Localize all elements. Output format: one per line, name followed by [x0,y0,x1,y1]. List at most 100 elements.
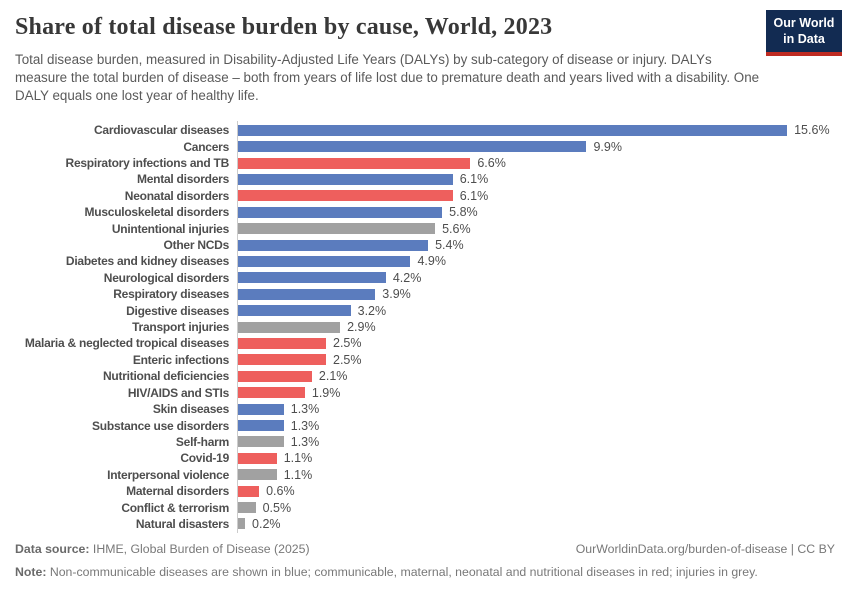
bar[interactable] [238,272,386,284]
chart-row: Covid-19 1.1% [0,450,850,466]
footer-source-line: Data source: IHME, Global Burden of Dise… [15,542,835,558]
value-label: 2.9% [347,320,376,335]
category-label: Natural disasters [135,516,229,531]
category-label: Nutritional deficiencies [102,369,229,384]
category-label: Diabetes and kidney diseases [65,254,229,269]
value-label: 5.4% [435,238,464,253]
bar[interactable] [238,288,376,300]
bar[interactable] [238,354,326,366]
value-label: 6.6% [477,156,506,171]
bar-area: 0.6% [238,484,850,498]
bar-area: 1.3% [238,402,850,416]
category-label: Other NCDs [163,238,229,253]
bar[interactable] [238,124,788,136]
bar-area: 5.4% [238,238,850,252]
chart-row: Maternal disorders 0.6% [0,483,850,499]
bar[interactable] [238,403,284,415]
chart-row: Transport injuries 2.9% [0,319,850,335]
value-label: 1.3% [290,434,320,449]
owid-logo-line1: Our World [773,16,835,30]
category-label: Unintentional injuries [111,221,229,236]
bar[interactable] [238,370,312,382]
category-label: Musculoskeletal disorders [84,205,230,220]
owid-logo-line2: in Data [783,32,825,47]
bar[interactable] [238,337,326,349]
bar[interactable] [238,305,351,317]
bar[interactable] [238,502,256,514]
chart-subtitle: Total disease burden, measured in Disabi… [15,51,760,103]
bar[interactable] [238,239,429,251]
page-title: Share of total disease burden by cause, … [15,14,553,40]
value-label: 1.1% [283,451,313,466]
bar-area: 5.6% [238,222,850,236]
bar[interactable] [238,469,277,481]
chart-row: Conflict & terrorism 0.5% [0,499,850,515]
bar[interactable] [238,485,260,497]
bar[interactable] [238,223,436,235]
category-label: Cancers [183,139,229,154]
bar-area: 6.6% [238,156,850,170]
owid-url-link[interactable]: OurWorldinData.org/burden-of-disease | C… [575,542,835,556]
value-label: 6.1% [459,188,489,203]
bar-area: 3.2% [238,304,850,318]
bar[interactable] [238,321,341,333]
category-label: Respiratory infections and TB [65,156,230,171]
note-text: Non-communicable diseases are shown in b… [46,564,758,579]
bar[interactable] [238,157,471,169]
bar[interactable] [238,255,411,267]
bar[interactable] [238,141,587,153]
chart-row: Neurological disorders 4.2% [0,270,850,286]
chart-row: Diabetes and kidney diseases 4.9% [0,253,850,269]
value-label: 2.5% [333,352,362,367]
footer-note-line: Note: Non-communicable diseases are show… [15,565,835,581]
chart-row: Malaria & neglected tropical diseases 2.5… [0,335,850,351]
category-label: Cardiovascular diseases [94,123,229,138]
bar[interactable] [238,206,443,218]
bar-area: 9.9% [238,140,850,154]
bar[interactable] [238,518,246,530]
bar-area: 2.5% [238,336,850,350]
chart-row: Self-harm 1.3% [0,434,850,450]
bar[interactable] [238,387,305,399]
category-label: Conflict & terrorism [121,500,229,515]
chart-row: Mental disorders 6.1% [0,171,850,187]
value-label: 9.9% [593,139,622,154]
chart-row: Musculoskeletal disorders 5.8% [0,204,850,220]
value-label: 4.2% [392,270,422,285]
data-source-label: Data source: [15,542,90,556]
chart-row: HIV/AIDS and STIs 1.9% [0,385,850,401]
value-label: 3.9% [382,287,411,302]
bar[interactable] [238,190,453,202]
chart-row: Unintentional injuries 5.6% [0,220,850,236]
value-label: 0.2% [252,516,281,531]
bar[interactable] [238,436,284,448]
value-label: 5.6% [442,221,471,236]
bar-area: 2.9% [238,320,850,334]
owid-logo[interactable]: Our World in Data [766,10,842,56]
value-label: 1.3% [290,402,320,417]
category-label: Self-harm [175,434,229,449]
bar[interactable] [238,420,284,432]
bar-area: 1.1% [238,451,850,465]
value-label: 1.3% [290,418,320,433]
category-label: HIV/AIDS and STIs [127,385,229,400]
value-label: 1.9% [311,385,341,400]
chart-row: Enteric infections 2.5% [0,352,850,368]
bar-area: 0.2% [238,517,850,531]
category-label: Skin diseases [152,402,229,417]
value-label: 15.6% [794,123,830,138]
note-label: Note: [15,564,47,579]
value-label: 0.6% [266,484,295,499]
category-label: Enteric infections [132,352,229,367]
chart-row: Nutritional deficiencies 2.1% [0,368,850,384]
chart-row: Cardiovascular diseases 15.6% [0,122,850,138]
category-label: Mental disorders [136,172,229,187]
value-label: 1.1% [283,467,313,482]
chart-footer: Data source: IHME, Global Burden of Dise… [15,542,835,581]
bar-chart: Cardiovascular diseases 15.6% Cancers 9.9% R… [0,121,850,533]
bar[interactable] [238,452,277,464]
bar[interactable] [238,173,453,185]
y-axis-line [237,121,238,533]
chart-row: Cancers 9.9% [0,138,850,154]
bar-area: 0.5% [238,501,850,515]
